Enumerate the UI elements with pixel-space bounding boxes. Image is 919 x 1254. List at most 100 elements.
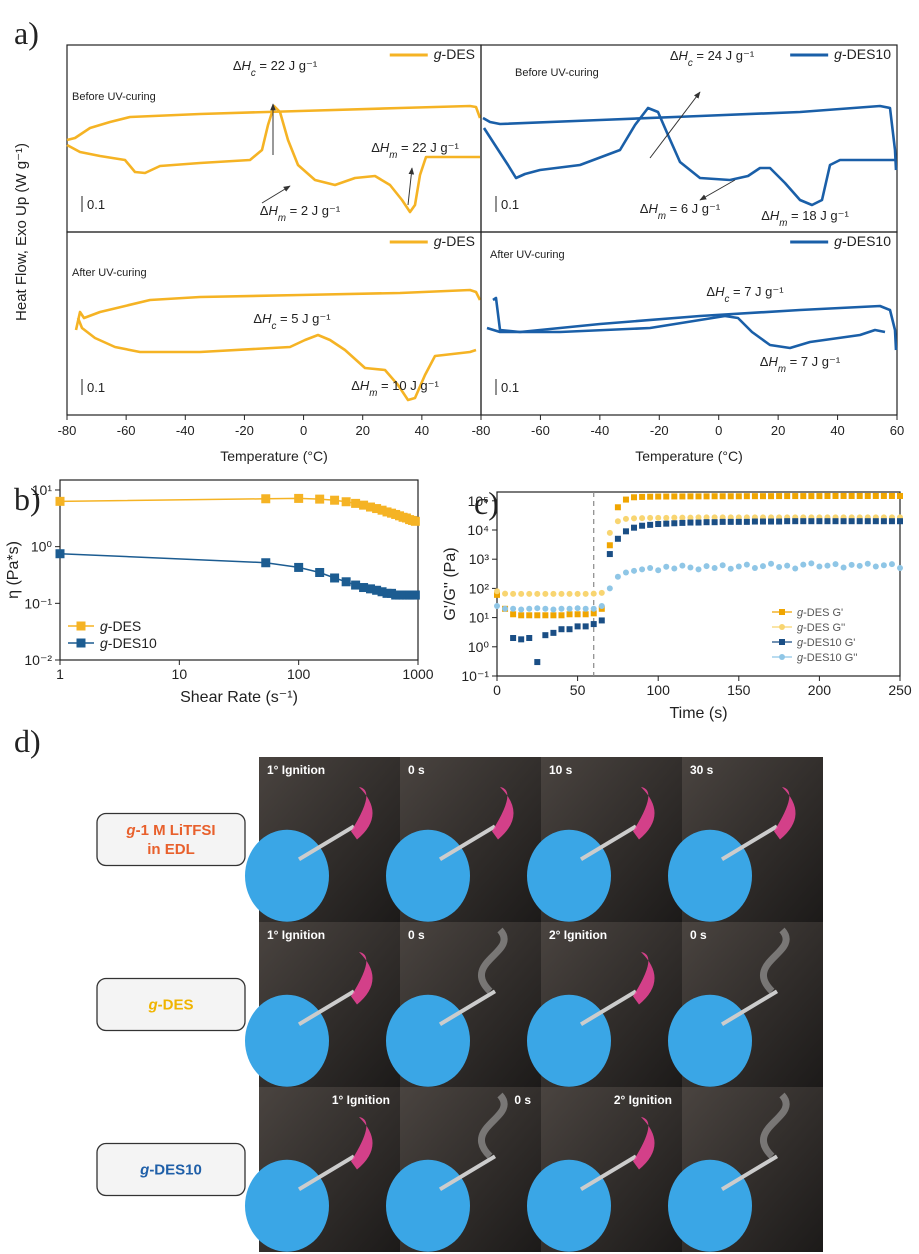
data-point — [510, 611, 517, 618]
x-axis-label: Time (s) — [669, 705, 727, 722]
data-point — [574, 605, 581, 612]
dsc-curve — [486, 314, 886, 350]
y-tick-label: 10⁻¹ — [24, 595, 52, 611]
data-point — [647, 521, 654, 528]
data-point — [574, 623, 581, 630]
photo-caption: 2° Ignition — [549, 928, 607, 942]
data-point — [663, 493, 670, 500]
photo-flame — [633, 952, 655, 1005]
photo-glove — [245, 1159, 329, 1252]
data-point — [695, 514, 702, 521]
legend-marker — [779, 609, 785, 615]
y-axis-label: G'/G'' (Pa) — [442, 547, 459, 620]
x-tick-label: 20 — [355, 423, 369, 438]
data-point — [671, 565, 678, 572]
photo-holder — [579, 1154, 638, 1192]
data-point — [574, 590, 581, 597]
data-point — [582, 623, 589, 630]
x-axis-label: Temperature (°C) — [220, 448, 328, 464]
data-point — [751, 564, 758, 571]
data-point — [598, 589, 605, 596]
data-point — [888, 561, 895, 568]
data-point — [614, 535, 621, 542]
legend-label: g-DES10 — [834, 233, 891, 249]
data-point — [534, 612, 541, 619]
y-tick-label: 10¹ — [469, 610, 490, 626]
photo-glove — [245, 829, 329, 922]
data-point — [622, 569, 629, 576]
data-point — [590, 590, 597, 597]
data-point — [800, 518, 807, 525]
data-point — [848, 561, 855, 568]
photo-caption: 0 s — [690, 928, 707, 942]
subtitle: Before UV-curing — [72, 91, 156, 103]
data-point — [606, 585, 613, 592]
data-point — [655, 567, 662, 574]
data-point — [727, 518, 734, 525]
annotation: ΔHc = 24 J g⁻¹ — [670, 48, 755, 69]
annotation-arrow — [649, 91, 701, 159]
x-axis-label: Temperature (°C) — [635, 448, 743, 464]
data-point — [655, 493, 662, 500]
data-point — [582, 605, 589, 612]
data-point — [776, 518, 783, 525]
data-point — [856, 492, 863, 499]
data-point — [856, 518, 863, 525]
photo-flame — [492, 787, 514, 840]
data-point — [377, 505, 387, 515]
data-point — [776, 564, 783, 571]
x-tick-label: -80 — [472, 423, 491, 438]
annotation: ΔHm = 22 J g⁻¹ — [371, 140, 459, 161]
panel-label: c) — [474, 485, 499, 521]
data-point — [606, 529, 613, 536]
data-point — [351, 580, 361, 590]
photo-holder — [720, 1154, 779, 1192]
data-point — [366, 584, 376, 594]
data-point — [294, 562, 304, 572]
photo-flame — [774, 787, 796, 840]
photo-holder — [438, 989, 497, 1027]
data-point — [534, 590, 541, 597]
x-tick-label: -40 — [176, 423, 195, 438]
data-point — [639, 522, 646, 529]
photo-flame — [633, 1117, 655, 1170]
y-tick-label: 10⁰ — [31, 539, 53, 555]
data-point — [359, 500, 369, 510]
data-point — [759, 563, 766, 570]
photo-glove — [527, 1159, 611, 1252]
data-point — [382, 588, 392, 598]
photo-caption: 0 s — [408, 763, 425, 777]
data-point — [848, 518, 855, 525]
y-axis-label: η (Pa*s) — [5, 541, 22, 599]
data-point — [824, 518, 831, 525]
photo-glove — [245, 994, 329, 1087]
data-point — [897, 564, 903, 571]
data-point — [679, 514, 686, 521]
data-point — [534, 659, 541, 666]
data-point — [631, 567, 638, 574]
data-point — [542, 590, 549, 597]
data-point — [792, 493, 799, 500]
x-tick-label: 50 — [570, 682, 586, 698]
data-point — [743, 493, 750, 500]
data-point — [518, 606, 525, 613]
data-point — [550, 629, 557, 636]
data-point — [631, 524, 638, 531]
data-point — [366, 502, 376, 512]
data-point — [410, 516, 420, 526]
plot-frame — [59, 479, 419, 661]
data-point — [768, 518, 775, 525]
data-point — [351, 498, 361, 508]
photo-glove — [668, 829, 752, 922]
x-axis-label: Shear Rate (s⁻¹) — [180, 689, 298, 706]
photo-holder — [297, 989, 356, 1027]
y-tick-label: 10⁻² — [24, 652, 52, 668]
data-point — [518, 590, 525, 597]
data-point — [808, 493, 815, 500]
annotation-arrow — [699, 179, 736, 201]
data-point — [382, 507, 392, 517]
subtitle: After UV-curing — [490, 249, 565, 261]
legend-label: g-DES10 — [100, 635, 157, 651]
data-point — [510, 590, 517, 597]
data-point — [582, 611, 589, 618]
